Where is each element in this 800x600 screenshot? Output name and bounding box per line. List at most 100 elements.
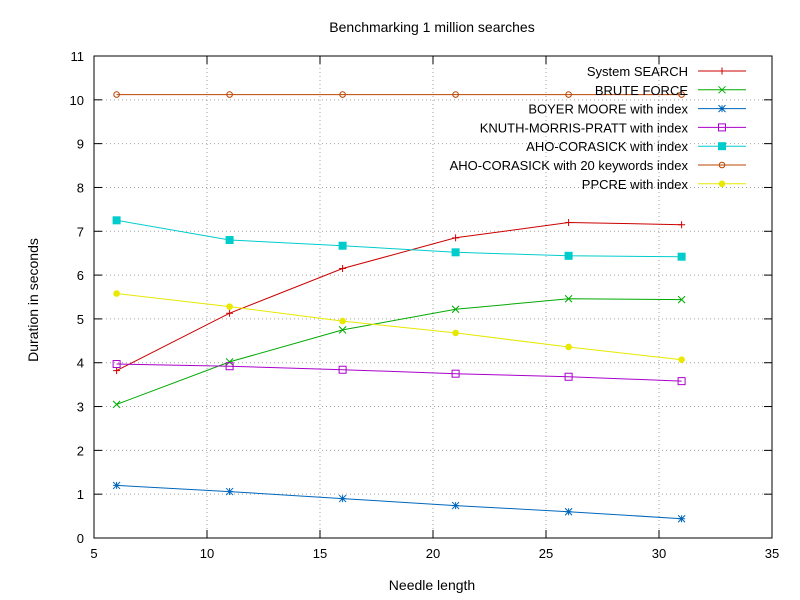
x-tick-label: 25 — [539, 546, 553, 561]
y-tick-label: 6 — [77, 268, 84, 283]
series-4 — [112, 216, 686, 261]
data-point — [226, 303, 233, 310]
series-0 — [113, 219, 686, 375]
y-tick-label: 0 — [77, 531, 84, 546]
data-point — [451, 369, 460, 378]
data-point — [451, 305, 460, 314]
y-tick-label: 4 — [77, 356, 84, 371]
x-tick-label: 20 — [426, 546, 440, 561]
x-tick-label: 35 — [765, 546, 779, 561]
data-point — [451, 248, 460, 257]
legend-marker — [718, 123, 726, 132]
series-lines — [112, 91, 686, 523]
axis-ticks: 5 10 15 20 25 30 35 0 1 2 3 4 5 6 7 8 9 10 11 — [70, 49, 780, 561]
data-point — [565, 219, 573, 227]
legend-marker — [718, 142, 726, 151]
legend-label: KNUTH-MORRIS-PRATT with index — [480, 120, 689, 135]
data-point — [564, 251, 573, 260]
legend-label: PPCRE with index — [582, 177, 689, 192]
data-point — [677, 377, 686, 386]
series-3 — [112, 360, 686, 386]
grid — [94, 56, 772, 538]
legend-label: System SEARCH — [587, 64, 688, 79]
y-tick-label: 3 — [77, 400, 84, 415]
data-point — [564, 294, 573, 303]
legend-item: AHO-CORASICK with index — [526, 139, 746, 154]
y-tick-label: 1 — [77, 487, 84, 502]
legend-item: BRUTE FORCE — [595, 83, 746, 98]
legend-marker — [718, 67, 726, 75]
data-point — [339, 317, 346, 325]
data-point — [678, 91, 685, 98]
series-5 — [113, 91, 685, 98]
data-point — [451, 501, 460, 510]
data-point — [678, 221, 686, 229]
data-point — [677, 295, 686, 304]
data-point — [338, 365, 347, 374]
data-point — [225, 362, 234, 371]
data-point — [677, 252, 686, 261]
x-axis-label: Needle length — [389, 577, 475, 593]
y-tick-label: 2 — [77, 443, 84, 458]
legend-marker — [718, 161, 726, 169]
y-tick-label: 10 — [70, 93, 84, 108]
legend-item: BOYER MOORE with index — [528, 102, 746, 117]
x-tick-label: 5 — [90, 546, 97, 561]
data-point — [452, 329, 459, 337]
data-point — [452, 234, 460, 242]
chart-title: Benchmarking 1 million searches — [329, 19, 534, 35]
data-point — [225, 357, 234, 366]
legend-item: KNUTH-MORRIS-PRATT with index — [480, 120, 746, 135]
data-point — [338, 241, 347, 250]
series-6 — [113, 290, 685, 363]
series-line — [116, 484, 682, 520]
series-line — [116, 298, 682, 405]
y-tick-label: 7 — [77, 224, 84, 239]
data-point — [338, 326, 347, 334]
data-point — [338, 494, 347, 503]
data-point — [113, 91, 120, 98]
data-point — [339, 91, 346, 98]
data-point — [677, 514, 686, 523]
y-tick-label: 5 — [77, 312, 84, 327]
data-point — [564, 507, 573, 516]
legend-label: BOYER MOORE with index — [528, 102, 688, 117]
legend-label: AHO-CORASICK with index — [526, 139, 688, 154]
series-line — [116, 363, 682, 382]
data-point — [565, 343, 572, 351]
y-tick-label: 8 — [77, 180, 84, 195]
series-line — [116, 293, 682, 361]
x-tick-label: 10 — [200, 546, 214, 561]
series-line — [116, 219, 682, 258]
y-tick-label: 11 — [71, 49, 85, 64]
data-point — [112, 216, 121, 225]
data-point — [112, 481, 121, 490]
data-point — [112, 360, 121, 369]
legend-marker — [718, 104, 726, 113]
y-axis-label: Duration in seconds — [25, 238, 41, 362]
data-point — [678, 356, 685, 363]
data-point — [564, 372, 573, 381]
data-point — [225, 236, 234, 245]
legend: System SEARCH BRUTE FORCE BOYER MOORE with… — [450, 64, 746, 192]
legend-item: AHO-CORASICK with 20 keywords index — [450, 158, 746, 173]
x-tick-label: 15 — [313, 546, 327, 561]
data-point — [113, 367, 121, 375]
data-point — [112, 400, 121, 409]
y-tick-label: 9 — [77, 137, 84, 152]
legend-label: BRUTE FORCE — [595, 83, 689, 98]
legend-marker — [718, 180, 726, 188]
series-line — [116, 221, 682, 372]
legend-item: System SEARCH — [587, 64, 746, 79]
data-point — [225, 487, 234, 496]
data-point — [452, 91, 459, 98]
data-point — [113, 290, 120, 297]
data-point — [565, 91, 572, 98]
legend-label: AHO-CORASICK with 20 keywords index — [450, 158, 689, 173]
series-1 — [112, 294, 686, 409]
legend-marker — [718, 85, 726, 94]
x-tick-label: 30 — [652, 546, 666, 561]
data-point — [226, 309, 234, 317]
